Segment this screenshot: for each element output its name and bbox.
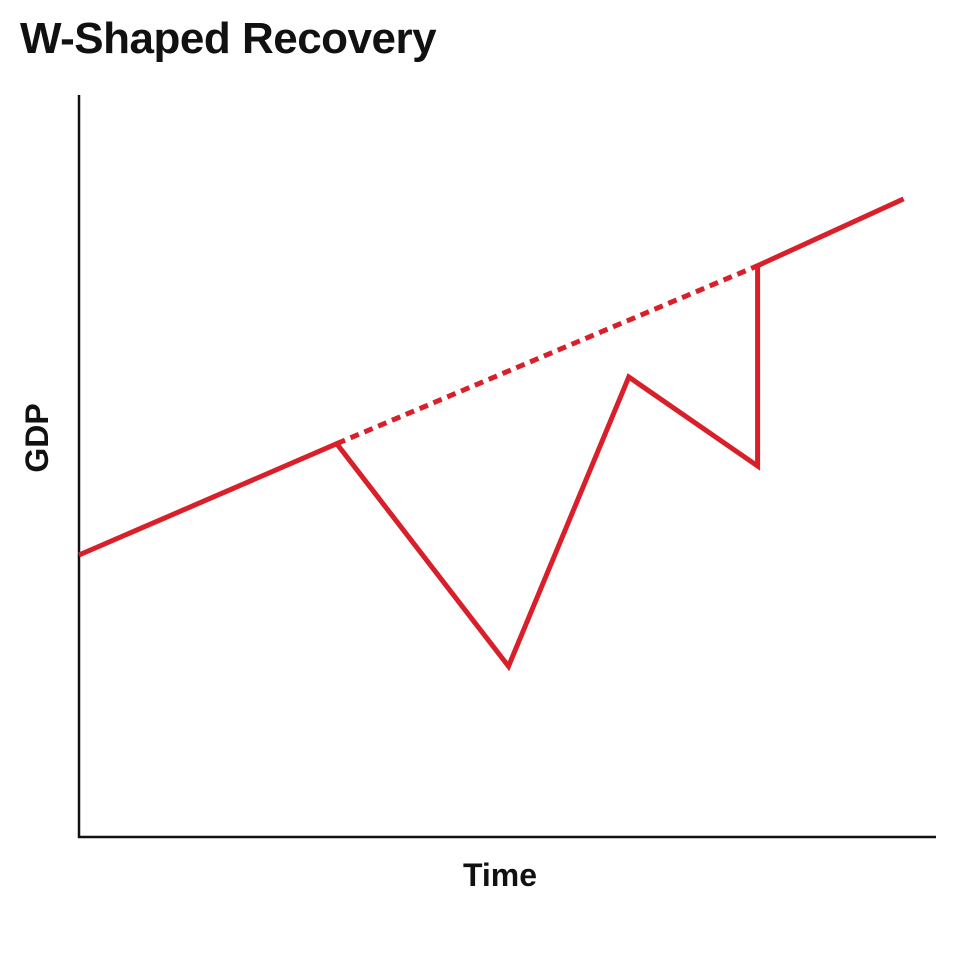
y-axis-label: GDP <box>19 403 55 472</box>
x-axis-label: Time <box>463 857 537 893</box>
axes <box>77 95 936 839</box>
chart-title: W-Shaped Recovery <box>20 14 437 63</box>
series-layer <box>78 196 905 672</box>
trend-line-dotted <box>335 263 759 447</box>
gdp-line-solid <box>78 196 905 672</box>
